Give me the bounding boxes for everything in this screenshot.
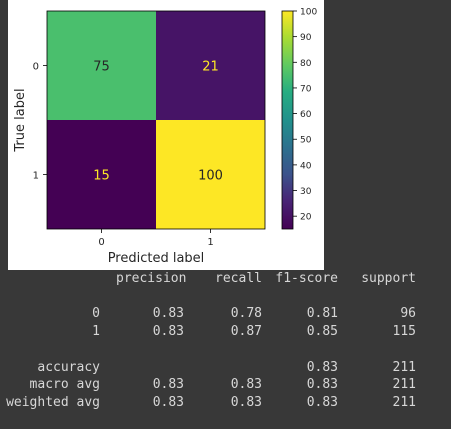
report-row-accuracy: accuracy 0.83 211 [0,359,451,377]
row-f1-score: 0.81 [306,306,338,321]
row-recall: 0.83 [230,377,262,392]
row-support: 96 [400,306,416,321]
report-row-weighted-avg: weighted avg 0.83 0.83 0.83 211 [0,394,451,412]
row-label: accuracy [37,360,100,375]
row-recall: 0.87 [230,324,262,339]
row-precision: 0.83 [152,306,184,321]
matrix-value-1-0: 15 [93,169,110,184]
row-f1-score: 0.83 [306,395,338,410]
colorbar-tick-label-8: 100 [300,8,317,18]
x-tick-label-0: 0 [98,237,104,248]
matrix-frame [46,10,266,230]
row-support: 211 [392,360,416,375]
y-axis-label: True label [13,88,28,152]
row-label: 1 [92,324,100,339]
row-support: 115 [392,324,416,339]
row-recall: 0.78 [230,306,262,321]
matrix-cell-1-1 [156,120,265,229]
row-precision: 0.83 [152,324,184,339]
row-support: 211 [392,395,416,410]
x-axis-label: Predicted label [108,251,205,266]
row-support: 211 [392,377,416,392]
colorbar-tick-label-2: 40 [300,161,312,171]
colorbar [281,10,294,230]
header-recall: recall [215,271,262,286]
row-f1-score: 0.83 [306,360,338,375]
colorbar-tick-label-7: 90 [300,33,312,43]
x-tick-label-1: 1 [207,237,213,248]
report-row-class-0: 0 0.83 0.78 0.81 96 [0,305,451,323]
colorbar-tick-label-0: 20 [300,213,312,223]
row-precision: 0.83 [152,395,184,410]
matrix-cell-0-1 [156,11,265,120]
matrix-cell-0-0 [47,11,156,120]
matrix-value-0-0: 75 [93,60,110,75]
row-label: 0 [92,306,100,321]
report-row-macro-avg: macro avg 0.83 0.83 0.83 211 [0,376,451,394]
row-recall: 0.83 [230,395,262,410]
colorbar-tick-label-5: 70 [300,84,312,94]
row-label: macro avg [29,377,100,392]
header-support: support [361,271,416,286]
colorbar-tick-label-1: 30 [300,187,312,197]
colorbar-tick-label-4: 60 [300,110,312,120]
report-header-row: precision recall f1-score support [0,270,451,288]
matrix-value-1-1: 100 [198,169,223,184]
row-f1-score: 0.83 [306,377,338,392]
matrix-value-0-1: 21 [202,60,219,75]
y-tick-label-1: 1 [33,171,39,182]
colorbar-tick-label-6: 80 [300,59,312,69]
y-tick-label-0: 0 [33,62,39,73]
header-precision: precision [116,271,187,286]
header-f1-score: f1-score [275,271,338,286]
row-f1-score: 0.85 [306,324,338,339]
classification-report: precision recall f1-score support 0 0.83… [0,270,451,420]
matrix-cell-1-0 [47,120,156,229]
report-row-class-1: 1 0.83 0.87 0.85 115 [0,323,451,341]
row-precision: 0.83 [152,377,184,392]
row-label: weighted avg [6,395,100,410]
colorbar-tick-label-3: 50 [300,136,312,146]
